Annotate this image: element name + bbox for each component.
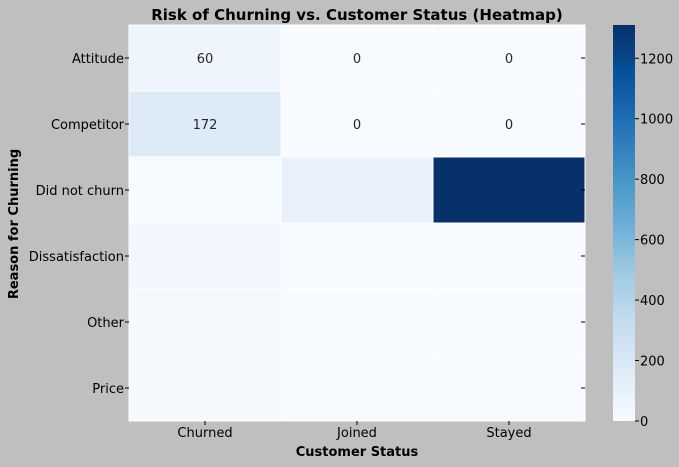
- cell-value-label: 172: [193, 118, 218, 133]
- y-tick-label: Price: [92, 382, 124, 397]
- y-tick-label: Did not churn: [36, 184, 124, 199]
- heatmap-cell: [128, 222, 282, 290]
- heatmap-cell: [432, 222, 586, 290]
- cell-value-label: 0: [353, 118, 361, 133]
- colorbar-tick-label: 200: [640, 355, 665, 370]
- colorbar-tick-label: 600: [640, 234, 665, 249]
- heatmap-cell: [280, 222, 434, 290]
- heatmap-cell: [432, 156, 586, 224]
- y-tick-label: Dissatisfaction: [29, 250, 124, 265]
- heatmap-cell: [280, 288, 434, 356]
- x-axis-ticks: Churned Joined Stayed: [177, 421, 532, 441]
- y-tick-label: Competitor: [51, 118, 125, 133]
- heatmap-cell: [432, 24, 586, 92]
- colorbar-tick-label: 1000: [640, 113, 673, 128]
- cell-value-label: 0: [505, 118, 513, 133]
- colorbar-tick-label: 400: [640, 294, 665, 309]
- y-tick-label: Attitude: [72, 52, 124, 67]
- heatmap-cell-labels: 60 0 0 172 0 0: [193, 52, 514, 133]
- x-tick-label: Joined: [336, 426, 377, 441]
- cell-value-label: 0: [353, 52, 361, 67]
- colorbar-tick-label: 1200: [640, 52, 673, 67]
- heatmap-cell: [432, 354, 586, 422]
- y-axis-label: Reason for Churning: [7, 149, 22, 299]
- heatmap-cell: [432, 288, 586, 356]
- heatmap-cell: [128, 288, 282, 356]
- heatmap-cell: [128, 90, 282, 158]
- colorbar-tick-label: 0: [640, 415, 648, 430]
- heatmap-cell: [128, 354, 282, 422]
- chart-title: Risk of Churning vs. Customer Status (He…: [151, 6, 563, 24]
- x-axis-label: Customer Status: [296, 445, 419, 460]
- heatmap-cell: [280, 156, 434, 224]
- x-tick-label: Stayed: [486, 426, 531, 441]
- heatmap-cell: [128, 156, 282, 224]
- heatmap-cell: [280, 24, 434, 92]
- colorbar-tick-label: 800: [640, 173, 665, 188]
- cell-value-label: 0: [505, 52, 513, 67]
- colorbar: [613, 25, 635, 421]
- y-tick-label: Other: [87, 316, 125, 331]
- heatmap-cell: [128, 24, 282, 92]
- x-tick-label: Churned: [177, 426, 232, 441]
- y-axis-ticks: Attitude Competitor Did not churn Dissatisf…: [29, 52, 585, 397]
- heatmap-cells: [128, 24, 586, 422]
- colorbar-ticks: 0 200 400 600 800 1000 1200: [635, 52, 673, 430]
- heatmap-cell: [432, 90, 586, 158]
- cell-value-label: 60: [197, 52, 214, 67]
- heatmap-cell: [280, 354, 434, 422]
- heatmap-cell: [280, 90, 434, 158]
